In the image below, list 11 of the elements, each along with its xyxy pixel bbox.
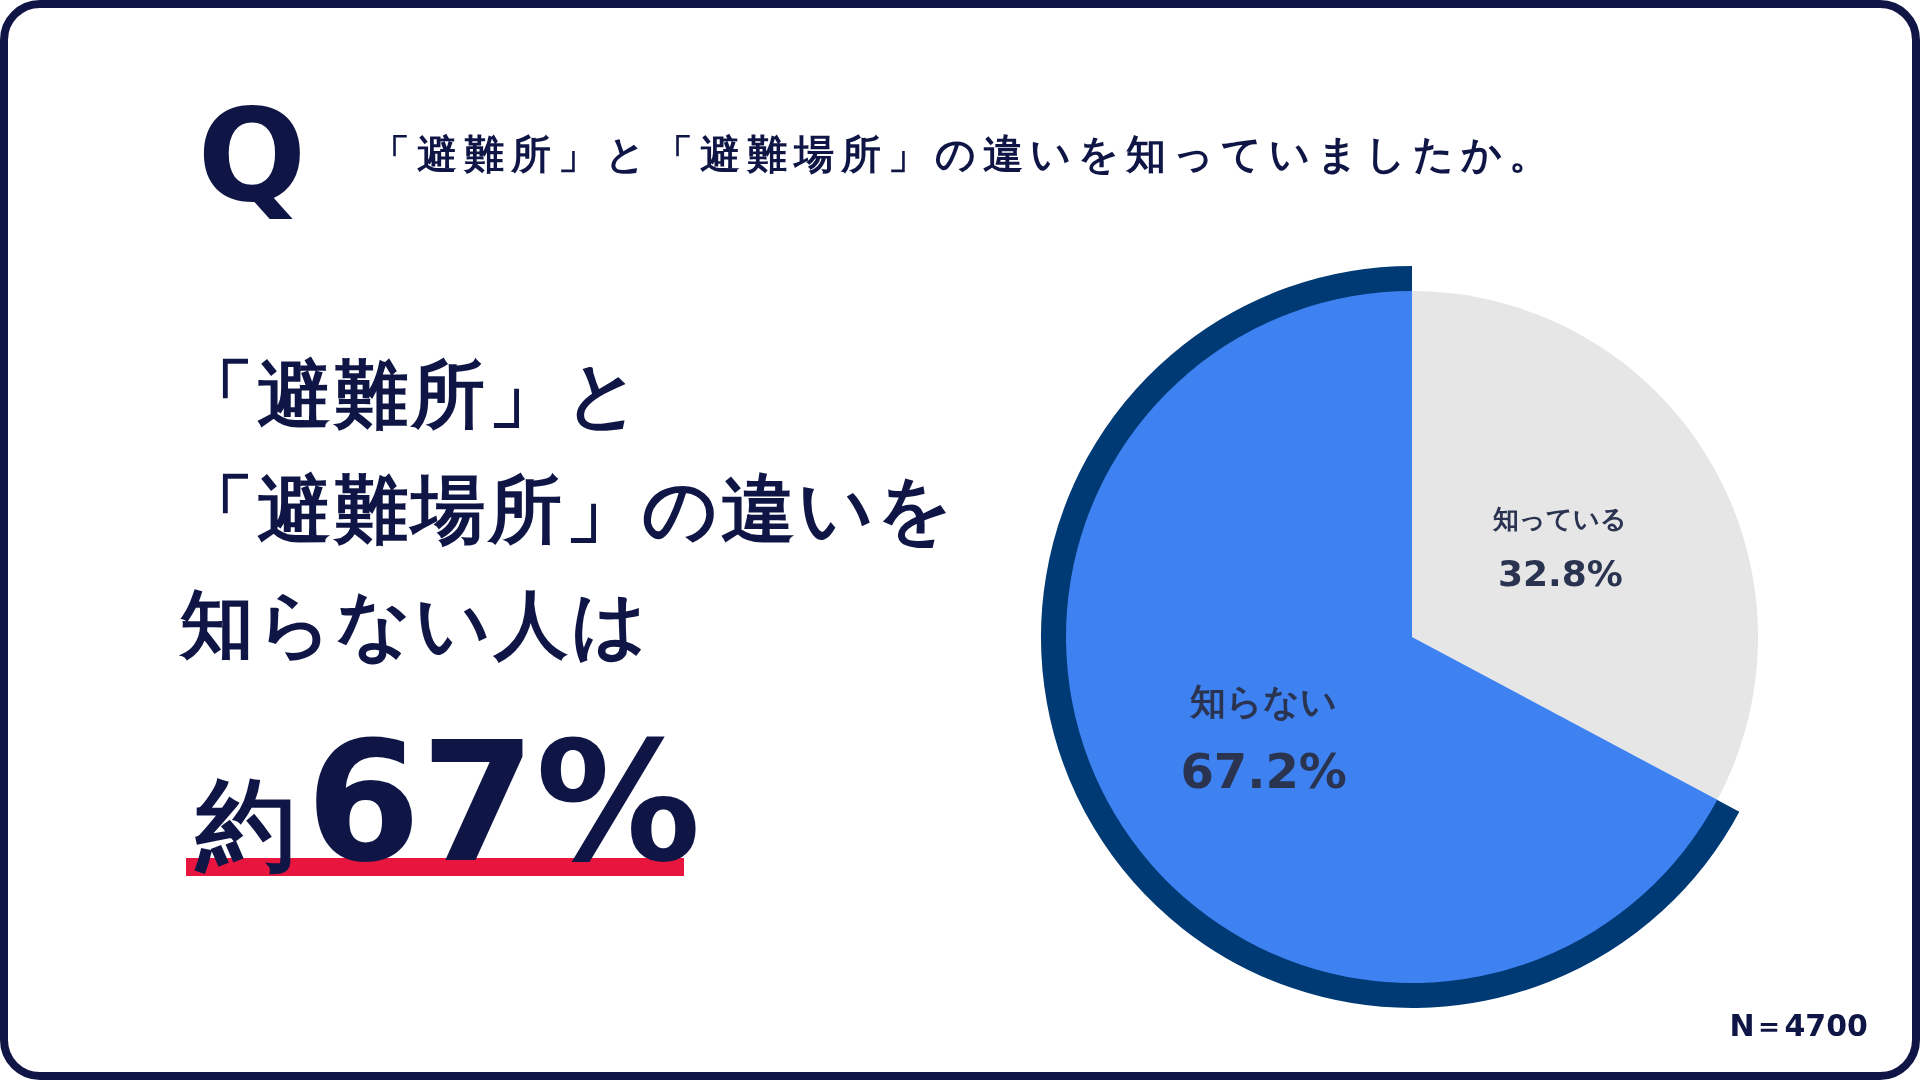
text: 「避難所」と (180, 351, 644, 437)
text: N＝4700 (1729, 1008, 1868, 1043)
data-label: 32.8% (1497, 553, 1623, 594)
slice-label: 知っている (1492, 504, 1628, 534)
text: 知らない人は (178, 581, 650, 667)
slice-label: 知らない (1189, 681, 1338, 722)
text: Q (197, 81, 307, 230)
text: 約67% (194, 707, 701, 899)
chart-title: 「避難所」と「避難場所」の違いを知っていましたか。 (370, 131, 1556, 177)
text: 「避難場所」の違いを (180, 466, 956, 552)
data-label: 67.2% (1180, 743, 1347, 799)
